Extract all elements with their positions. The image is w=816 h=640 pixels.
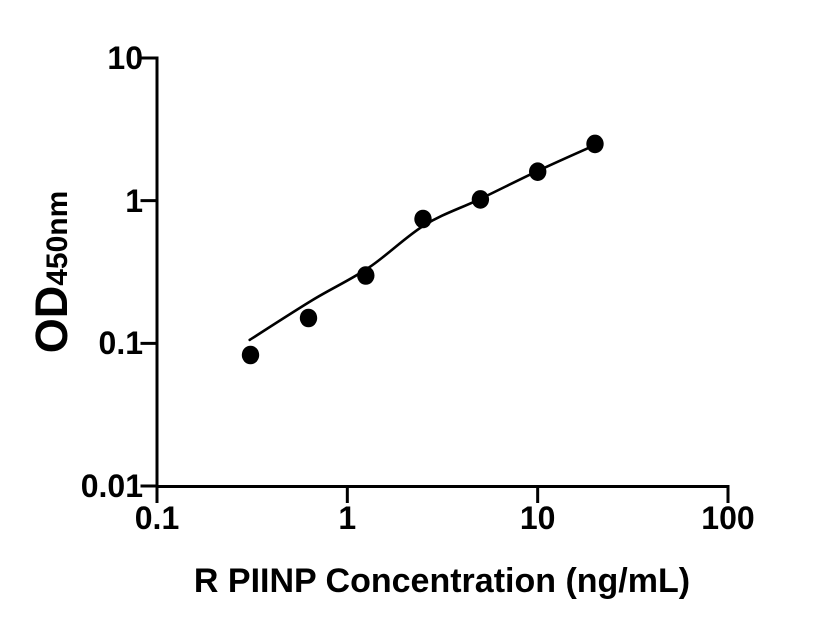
svg-text:1: 1 [125,183,143,219]
svg-text:R PIINP Concentration (ng/mL): R PIINP Concentration (ng/mL) [194,562,690,600]
svg-text:10: 10 [520,500,556,536]
svg-text:OD450nm: OD450nm [26,191,77,354]
svg-text:0.1: 0.1 [99,325,143,361]
svg-text:100: 100 [701,500,754,536]
svg-text:10: 10 [107,40,143,76]
svg-text:0.1: 0.1 [135,500,179,536]
svg-text:0.01: 0.01 [81,468,143,504]
svg-text:1: 1 [338,500,356,536]
